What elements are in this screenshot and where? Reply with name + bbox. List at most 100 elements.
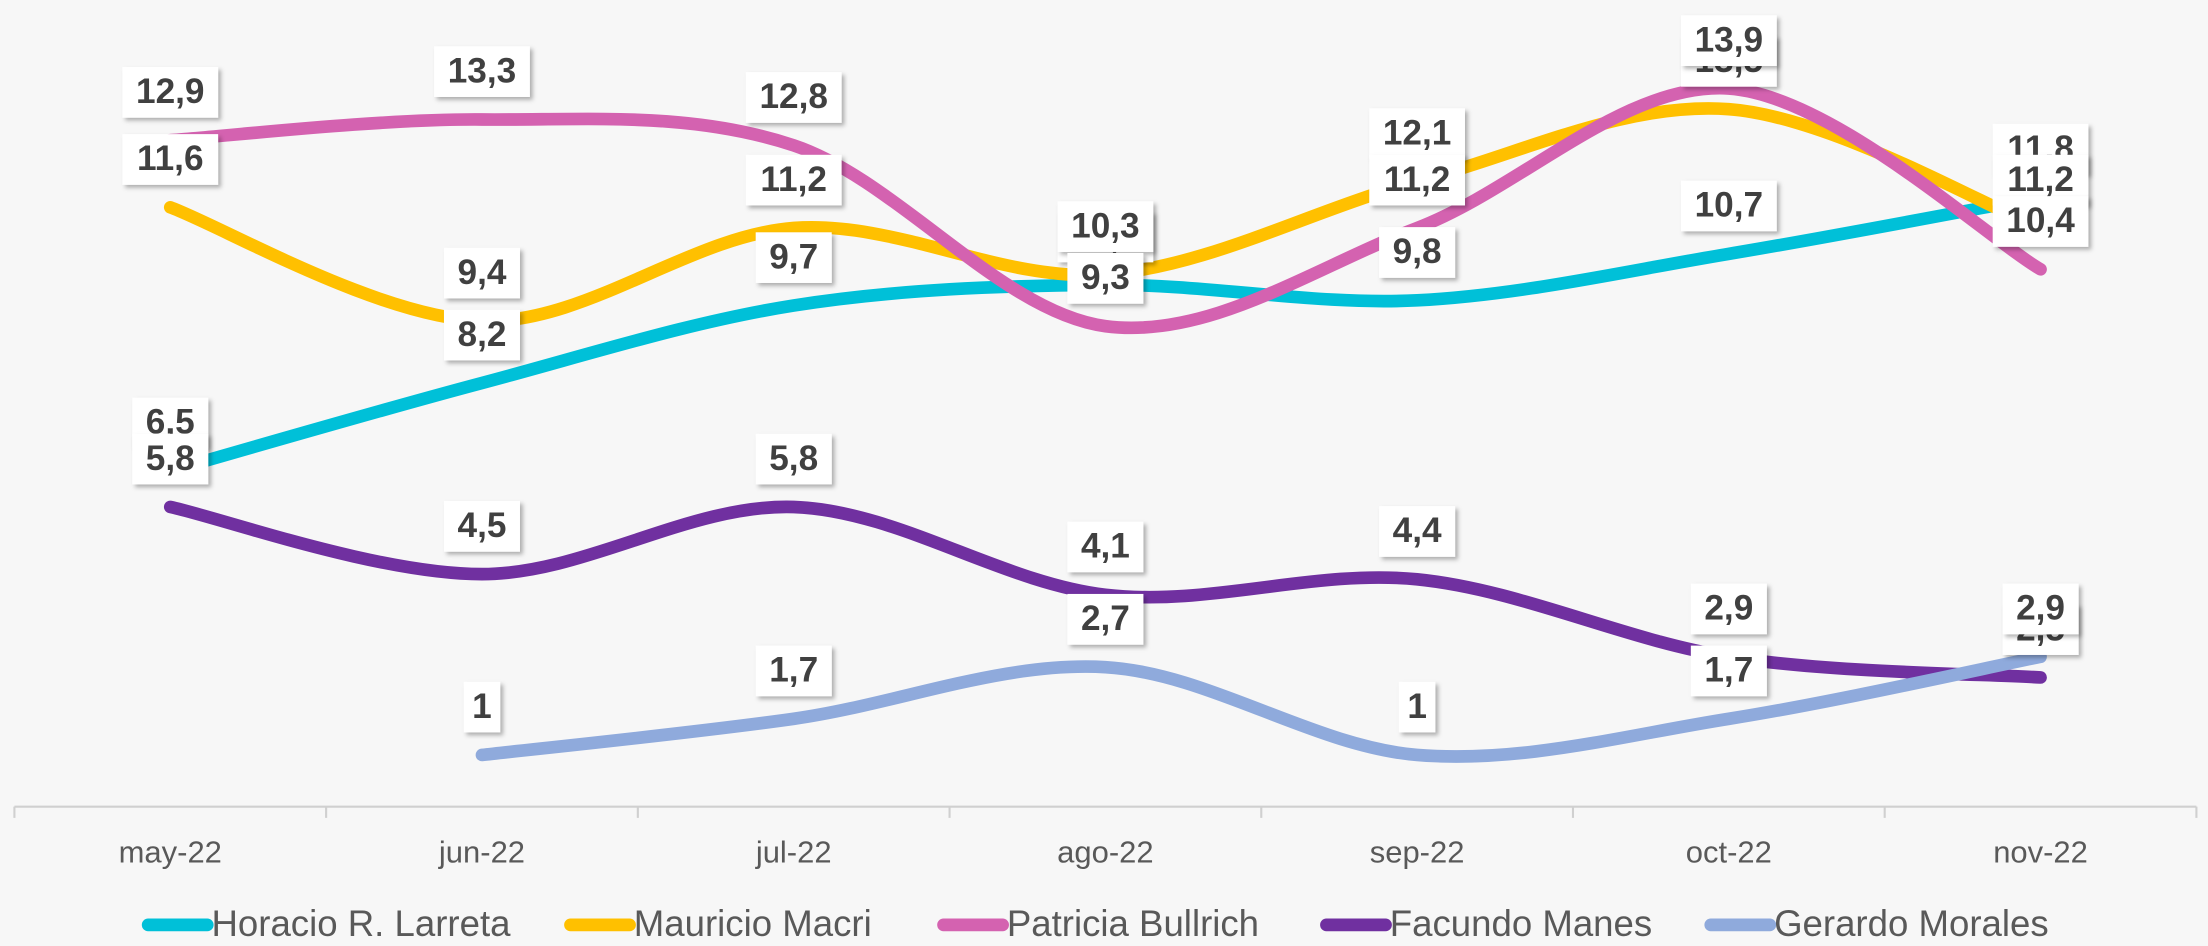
data-label: 10,4 <box>1992 196 2089 247</box>
x-tick-label: ago-22 <box>1057 835 1153 870</box>
data-label: 12,8 <box>745 72 842 123</box>
data-label: 11,2 <box>745 154 842 206</box>
data-label-box <box>434 46 530 97</box>
data-label-box <box>1067 521 1144 573</box>
data-label-text: 11,2 <box>1384 160 1451 199</box>
data-label: 8,2 <box>443 309 520 361</box>
data-label-box <box>132 433 209 485</box>
data-label-text: 10,4 <box>2006 201 2075 240</box>
data-label-box <box>745 154 842 206</box>
data-label-text: 1,7 <box>769 651 818 690</box>
data-label-box <box>1057 201 1154 252</box>
data-label-text: 11,6 <box>137 139 204 178</box>
data-label-text: 9,3 <box>1081 258 1130 297</box>
data-label: 11,6 <box>122 134 219 185</box>
data-label-text: 9,7 <box>769 237 818 276</box>
data-label-text: 1 <box>472 687 492 726</box>
data-label-text: 2,7 <box>1081 599 1130 638</box>
data-label-box <box>443 309 520 361</box>
data-label-text: 13,9 <box>1695 20 1764 59</box>
data-label: 4,4 <box>1379 506 1456 557</box>
data-label-box <box>122 134 219 185</box>
data-label: 11,2 <box>1369 154 1465 206</box>
series-line <box>475 650 2047 763</box>
data-label: 1,7 <box>755 645 832 697</box>
data-label: 9,7 <box>755 232 832 283</box>
data-label: 13,3 <box>434 46 530 97</box>
data-label-box <box>1690 645 1767 697</box>
data-label-box <box>755 645 832 697</box>
data-label-box <box>1690 583 1767 635</box>
data-label: 4,1 <box>1067 521 1144 573</box>
x-tick-label: oct-22 <box>1686 835 1772 870</box>
data-label-text: 12,8 <box>759 77 828 116</box>
data-label: 9,3 <box>1067 252 1144 304</box>
data-label-box <box>755 433 832 485</box>
data-label-box <box>1369 108 1465 159</box>
data-label-text: 4,5 <box>458 506 507 545</box>
legend-label: Mauricio Macri <box>634 903 872 944</box>
data-label: 12,9 <box>122 66 219 118</box>
data-label: 12,1 <box>1369 108 1465 159</box>
data-label-box <box>122 66 219 118</box>
x-tick-label: nov-22 <box>1993 835 2088 870</box>
data-label: 9,4 <box>443 247 520 299</box>
data-label-box <box>1398 681 1436 733</box>
legend-label: Horacio R. Larreta <box>211 903 511 944</box>
data-label: 5,8 <box>755 433 832 485</box>
x-tick-label: jun-22 <box>438 835 525 870</box>
data-label-text: 2,9 <box>2016 589 2065 628</box>
data-label: 1 <box>1398 681 1436 733</box>
data-label: 2,9 <box>2002 583 2079 635</box>
data-label-text: 5,8 <box>769 439 818 478</box>
data-label-box <box>463 681 501 733</box>
legend-label: Patricia Bullrich <box>1007 903 1259 944</box>
data-label-text: 1 <box>1407 687 1427 726</box>
data-label-text: 8,2 <box>458 315 507 354</box>
legend-label: Facundo Manes <box>1390 903 1652 944</box>
data-label-box <box>443 500 520 552</box>
data-label-text: 9,4 <box>458 253 507 292</box>
data-label-text: 13,3 <box>448 51 517 90</box>
x-tick-label: sep-22 <box>1370 835 1465 870</box>
data-label-text: 12,9 <box>136 72 205 111</box>
data-label-box <box>1680 180 1777 232</box>
data-label: 13,9 <box>1680 15 1777 66</box>
data-label-text: 11,2 <box>2007 160 2074 199</box>
data-label-text: 5,8 <box>146 439 195 478</box>
data-label: 10,7 <box>1680 180 1777 232</box>
data-label-box <box>1379 227 1456 278</box>
x-tick-label: jul-22 <box>755 835 832 870</box>
data-label-box <box>1992 196 2089 247</box>
data-label-text: 2,9 <box>1704 589 1753 628</box>
data-label: 2,9 <box>1690 583 1767 635</box>
data-label: 1 <box>463 681 501 733</box>
data-label: 10,3 <box>1057 201 1154 252</box>
data-label-box <box>1369 154 1465 206</box>
data-label: 9,8 <box>1379 227 1456 278</box>
data-label-text: 12,1 <box>1383 113 1452 152</box>
data-label: 1,7 <box>1690 645 1767 697</box>
data-label-text: 10,7 <box>1695 186 1764 225</box>
data-label-box <box>2002 583 2079 635</box>
data-label-text: 9,8 <box>1393 232 1442 271</box>
data-label-text: 4,1 <box>1081 527 1130 566</box>
data-label-box <box>443 247 520 299</box>
data-label: 4,5 <box>443 500 520 552</box>
data-label-box <box>1680 15 1777 66</box>
data-label-box <box>1379 506 1456 557</box>
data-label: 5,8 <box>132 433 209 485</box>
x-tick-label: may-22 <box>119 835 222 870</box>
data-label-text: 4,4 <box>1393 511 1442 550</box>
data-label: 2,7 <box>1067 593 1144 645</box>
data-label-box <box>1067 593 1144 645</box>
data-label-text: 11,2 <box>760 160 827 199</box>
series-line <box>163 81 2047 335</box>
data-label-box <box>755 232 832 283</box>
legend-label: Gerardo Morales <box>1774 903 2049 944</box>
data-label-text: 10,3 <box>1071 206 1140 245</box>
data-label-text: 1,7 <box>1704 651 1753 690</box>
data-label-box <box>745 72 842 123</box>
data-label-box <box>1067 252 1144 304</box>
